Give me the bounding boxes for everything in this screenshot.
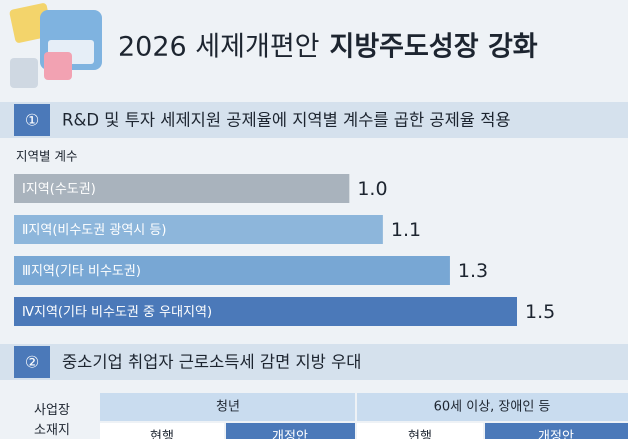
bar-label: Ⅱ지역(비수도권 광역시 등) <box>22 223 166 238</box>
section-bar <box>0 344 628 380</box>
section-title: 중소기업 취업자 근로소득세 감면 지방 우대 <box>62 353 361 372</box>
table-header <box>100 393 355 421</box>
value-label: 1.0 <box>357 178 387 200</box>
cell <box>100 423 224 439</box>
bar-label: Ⅰ지역(수도권) <box>22 182 96 197</box>
cell <box>485 423 628 439</box>
group-header: 청년 <box>216 400 240 415</box>
cell <box>226 423 355 439</box>
value-label: 1.1 <box>391 219 421 241</box>
row-header: 사업장 소재지 <box>34 403 70 438</box>
section-number: ① <box>25 111 39 130</box>
bar <box>14 256 450 285</box>
cell <box>357 423 483 439</box>
column-header: 개정안 <box>538 430 574 439</box>
bar <box>14 297 517 326</box>
group-header: 60세 이상, 장애인 등 <box>434 400 551 415</box>
title-bold: 지방주도성장 강화 <box>330 32 538 63</box>
bar-label: Ⅳ지역(기타 비수도권 중 우대지역) <box>22 305 212 320</box>
value-label: 1.5 <box>525 301 555 323</box>
section-badge <box>14 104 50 136</box>
bar-label: Ⅲ지역(기타 비수도권) <box>22 264 141 279</box>
icon <box>9 3 102 88</box>
section-badge <box>14 346 50 378</box>
chart-subtitle: 지역별 계수 <box>16 149 77 164</box>
bar <box>14 174 350 203</box>
section-title: R&D 및 투자 세제지원 공제율에 지역별 계수를 곱한 공제율 적용 <box>62 111 511 130</box>
section-bar <box>0 102 628 138</box>
column-header: 현행 <box>150 429 174 439</box>
bar <box>14 215 383 244</box>
table-header <box>357 393 628 421</box>
title-regular: 2026 세제개편안 <box>118 32 320 63</box>
column-header: 개정안 <box>272 430 308 439</box>
value-label: 1.3 <box>458 260 488 282</box>
section-number: ② <box>25 353 39 372</box>
column-header: 현행 <box>408 429 432 439</box>
